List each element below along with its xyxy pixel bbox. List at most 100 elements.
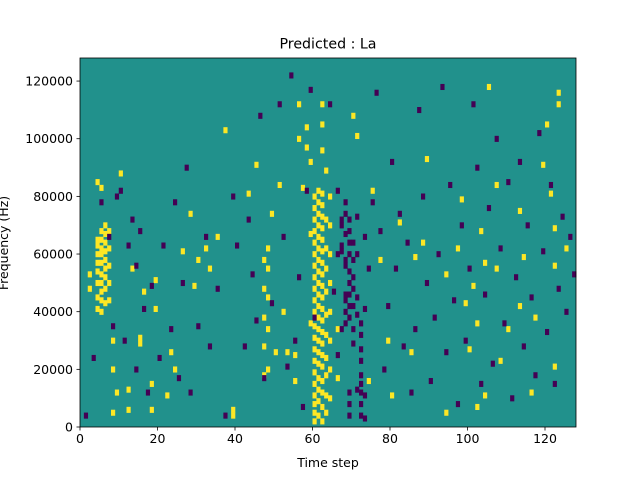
heatmap-cell-low	[490, 360, 495, 367]
heatmap-cell-high	[126, 406, 131, 413]
heatmap-cell-low	[138, 228, 143, 235]
heatmap-cell-high	[180, 248, 185, 255]
heatmap-cell-high	[118, 170, 123, 177]
y-tick-label: 20000	[33, 362, 73, 377]
heatmap-cell-high	[107, 262, 112, 269]
heatmap-cell-high	[99, 308, 104, 315]
heatmap-cell-high	[320, 317, 325, 324]
heatmap-cell-high	[320, 202, 325, 209]
y-axis-label: Frequency (Hz)	[0, 196, 11, 290]
heatmap-cell-low	[486, 205, 492, 212]
heatmap-cell-low	[347, 291, 352, 298]
heatmap-cell-high	[312, 380, 317, 387]
heatmap-cell-low	[459, 222, 464, 229]
heatmap-cell-high	[308, 320, 313, 327]
heatmap-cell-high	[297, 101, 302, 108]
heatmap-cell-high	[320, 225, 325, 232]
heatmap-cell-low	[335, 187, 340, 194]
heatmap-cell-low	[285, 363, 290, 370]
heatmap-cell-high	[99, 245, 104, 252]
heatmap-cell-high	[335, 375, 340, 382]
heatmap-cell-high	[320, 418, 325, 425]
heatmap-cell-low	[304, 187, 309, 194]
heatmap-cell-low	[355, 294, 360, 301]
y-tick-label: 0	[65, 420, 73, 435]
heatmap-cell-low	[347, 401, 352, 408]
heatmap-cell-low	[281, 233, 286, 240]
heatmap-cell-low	[359, 412, 364, 419]
heatmap-cell-low	[328, 101, 333, 108]
heatmap-cell-high	[312, 369, 317, 376]
heatmap-cell-low	[188, 389, 193, 396]
heatmap-cell-low	[111, 323, 116, 330]
heatmap-cell-low	[351, 256, 356, 263]
heatmap-cell-low	[351, 303, 356, 310]
heatmap-cell-high	[335, 326, 340, 333]
heatmap-cell-high	[316, 268, 321, 275]
heatmap-cell-low	[483, 291, 488, 298]
heatmap-cell-low	[331, 288, 337, 295]
heatmap-cell-high	[471, 282, 476, 289]
heatmap-cell-high	[165, 392, 170, 399]
heatmap-cell-high	[192, 282, 197, 289]
heatmap-cell-low	[169, 326, 174, 333]
heatmap-cell-low	[374, 89, 379, 96]
heatmap-cell-high	[475, 320, 480, 327]
heatmap-cell-low	[359, 357, 364, 364]
heatmap-cell-high	[95, 242, 100, 249]
heatmap-cell-low	[529, 294, 534, 301]
heatmap-cell-high	[494, 181, 499, 189]
heatmap-cell-high	[320, 121, 325, 128]
heatmap-cell-high	[312, 323, 317, 330]
heatmap-cell-high	[312, 392, 317, 399]
heatmap-cell-high	[320, 294, 325, 301]
heatmap-cell-high	[541, 161, 546, 168]
heatmap-cell-high	[320, 101, 325, 108]
heatmap-cell-high	[324, 331, 329, 338]
heatmap-cell-high	[320, 147, 325, 154]
heatmap-cell-high	[103, 222, 108, 229]
heatmap-cell-high	[320, 377, 325, 385]
heatmap-cell-low	[351, 239, 356, 246]
heatmap-cell-low	[366, 265, 371, 272]
heatmap-cell-high	[99, 259, 104, 266]
heatmap-cell-high	[300, 184, 306, 191]
heatmap-cell-high	[107, 228, 112, 235]
heatmap-cell-high	[269, 210, 275, 217]
heatmap-cell-high	[320, 190, 325, 197]
heatmap-cell-high	[99, 297, 104, 304]
heatmap-cell-low	[533, 372, 538, 379]
heatmap-cell-high	[246, 190, 251, 197]
heatmap-cell-high	[223, 127, 228, 134]
heatmap-cell-high	[324, 265, 329, 272]
heatmap-cell-high	[99, 251, 104, 258]
heatmap-cell-high	[312, 297, 317, 304]
heatmap-cell-high	[355, 132, 360, 140]
heatmap-cell-low	[339, 216, 344, 223]
heatmap-cell-low	[180, 279, 185, 287]
heatmap-cell-low	[382, 366, 387, 373]
heatmap-cell-low	[335, 352, 340, 359]
heatmap-cell-low	[134, 262, 139, 269]
heatmap-cell-high	[556, 89, 561, 96]
heatmap-cell-high	[328, 308, 333, 315]
heatmap-cell-high	[444, 271, 449, 278]
heatmap-cell-low	[568, 233, 573, 240]
heatmap-cell-high	[312, 216, 317, 223]
heatmap-cell-high	[231, 406, 236, 413]
heatmap-cell-low	[355, 386, 360, 393]
heatmap-cell-high	[316, 326, 321, 333]
heatmap-cell-high	[312, 418, 317, 425]
heatmap-cell-high	[316, 279, 321, 287]
heatmap-cell-low	[312, 314, 317, 321]
heatmap-cell-low	[347, 389, 352, 396]
heatmap-cell-low	[343, 320, 348, 327]
heatmap-cell-high	[231, 412, 236, 419]
heatmap-cell-low	[343, 199, 348, 206]
heatmap-cell-high	[556, 101, 561, 108]
heatmap-cell-low	[494, 135, 499, 142]
heatmap-cell-high	[312, 228, 317, 235]
heatmap-cell-high	[320, 259, 325, 266]
heatmap-cell-low	[359, 401, 364, 408]
